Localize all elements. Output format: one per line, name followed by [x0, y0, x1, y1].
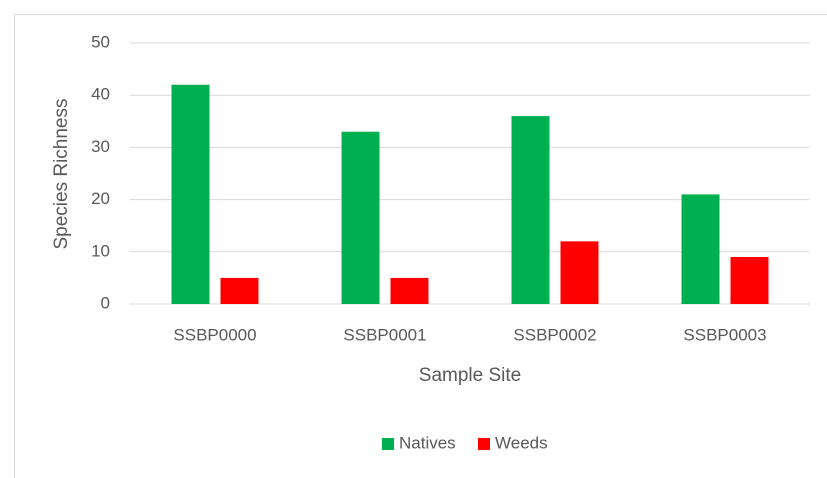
x-tick-label: SSBP0002: [513, 325, 596, 344]
y-tick-label: 50: [91, 32, 110, 51]
bar: [220, 277, 259, 304]
y-tick-label: 40: [91, 85, 110, 104]
x-tick-label: SSBP0000: [173, 325, 256, 344]
y-tick-label: 0: [101, 293, 110, 312]
bar: [560, 241, 599, 304]
x-axis-title: Sample Site: [419, 365, 521, 386]
bar: [730, 257, 769, 304]
bar: [511, 116, 550, 304]
bar: [341, 131, 380, 304]
legend-swatch: [382, 438, 394, 450]
legend-swatch: [478, 438, 490, 450]
legend-label: Natives: [399, 433, 456, 452]
bar: [390, 277, 429, 304]
y-tick-label: 30: [91, 137, 110, 156]
y-tick-label: 10: [91, 241, 110, 260]
bar: [171, 84, 210, 304]
bar: [681, 194, 720, 304]
y-axis-title: Species Richness: [51, 98, 72, 249]
x-tick-label: SSBP0001: [343, 325, 426, 344]
y-tick-label: 20: [91, 189, 110, 208]
legend-label: Weeds: [495, 433, 548, 452]
x-tick-label: SSBP0003: [683, 325, 766, 344]
